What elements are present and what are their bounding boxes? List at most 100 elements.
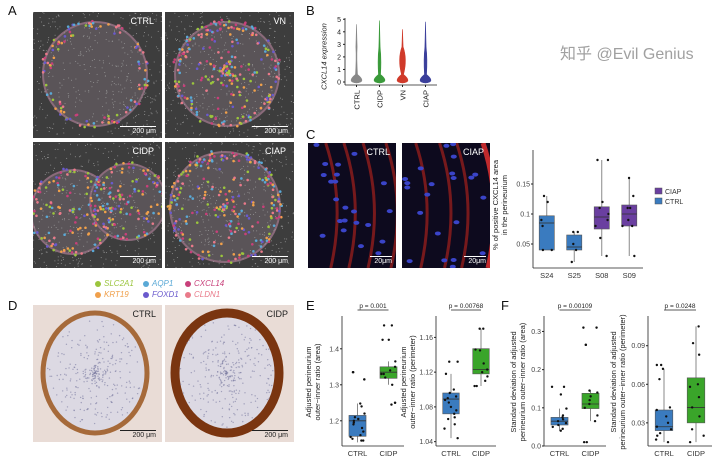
panel-label-c: C — [306, 127, 316, 142]
speckle — [131, 193, 133, 195]
transcript-dot — [44, 83, 48, 87]
speckle — [76, 184, 78, 186]
nucleus — [67, 334, 69, 337]
image-label: CIAP — [264, 146, 286, 156]
speckle — [255, 40, 257, 42]
transcript-dot — [119, 210, 122, 214]
speckle — [108, 40, 110, 42]
data-point — [443, 427, 446, 430]
nucleus — [96, 411, 99, 414]
legend-dot — [143, 291, 149, 298]
nucleus — [131, 397, 134, 400]
speckle — [290, 117, 292, 119]
data-point — [362, 430, 365, 433]
transcript-dot — [58, 100, 62, 104]
nucleus — [115, 341, 118, 343]
data-point — [627, 176, 631, 180]
speckle — [36, 129, 38, 131]
nucleus — [102, 374, 104, 377]
nucleus — [106, 370, 109, 372]
speckle — [201, 186, 203, 188]
speckle — [39, 106, 41, 108]
speckle — [151, 113, 153, 115]
nucleus — [86, 408, 88, 411]
speckle — [38, 221, 40, 223]
nucleus — [128, 401, 131, 403]
speckle — [177, 237, 179, 239]
nucleus — [129, 371, 131, 373]
transcript-dot — [206, 162, 210, 165]
speckle — [254, 236, 256, 238]
speckle — [262, 153, 264, 155]
transcript-dot — [74, 221, 77, 224]
speckle — [203, 69, 205, 71]
nucleus — [182, 380, 184, 383]
speckle — [47, 183, 49, 185]
nucleus — [124, 344, 127, 347]
nucleus — [259, 374, 261, 377]
if-svg — [313, 143, 396, 268]
y-tick-label: 0.0 — [531, 444, 541, 451]
transcript-dot — [117, 24, 121, 27]
transcript-dot — [234, 212, 237, 216]
transcript-dot — [267, 94, 271, 98]
nucleus — [267, 389, 269, 392]
speckle — [153, 195, 155, 197]
legend-swatch-CTRL — [654, 197, 663, 205]
speckle — [77, 144, 79, 146]
transcript-dot — [128, 213, 132, 216]
nucleus — [94, 351, 96, 353]
speckle — [123, 104, 125, 106]
nucleus — [107, 360, 109, 362]
speckle — [161, 222, 162, 224]
speckle — [49, 71, 51, 73]
speckle — [232, 76, 234, 78]
speckle — [228, 229, 230, 231]
transcript-dot — [253, 111, 257, 115]
speckle — [62, 177, 64, 179]
transcript-dot — [106, 202, 109, 206]
nucleus — [74, 394, 76, 396]
speckle — [174, 12, 176, 14]
speckle — [92, 135, 94, 137]
speckle — [249, 73, 251, 75]
data-point — [486, 375, 489, 378]
speckle — [144, 82, 146, 84]
speckle — [56, 266, 58, 268]
speckle — [187, 199, 189, 201]
data-point — [352, 423, 355, 426]
speckle — [210, 203, 212, 205]
nucleus — [207, 393, 209, 396]
transcript-dot — [231, 44, 234, 48]
speckle — [76, 226, 78, 228]
nucleus — [210, 376, 212, 378]
nucleus — [264, 367, 266, 369]
speckle — [76, 122, 78, 124]
nucleus — [79, 339, 81, 342]
speckle — [78, 262, 80, 264]
transcript-dot — [119, 207, 123, 211]
speckle — [212, 69, 214, 71]
speckle — [175, 128, 177, 130]
transcript-dot — [127, 162, 131, 166]
speckle — [78, 260, 80, 262]
transcript-dot — [51, 44, 54, 48]
speckle — [208, 207, 210, 209]
transcript-dot — [118, 198, 122, 201]
nucleus — [85, 344, 87, 347]
speckle — [41, 91, 43, 93]
nucleus — [129, 386, 132, 389]
speckle — [137, 41, 139, 43]
speckle — [284, 35, 286, 37]
speckle — [118, 145, 120, 147]
transcript-dot — [224, 69, 228, 73]
transcript-dot — [173, 221, 177, 225]
nucleus — [203, 392, 205, 394]
transcript-dot — [178, 71, 181, 75]
speckle — [271, 56, 273, 58]
speckle — [189, 99, 191, 101]
speckle — [145, 45, 147, 47]
nucleus — [131, 349, 133, 352]
data-point — [572, 230, 575, 234]
speckle — [275, 49, 277, 51]
